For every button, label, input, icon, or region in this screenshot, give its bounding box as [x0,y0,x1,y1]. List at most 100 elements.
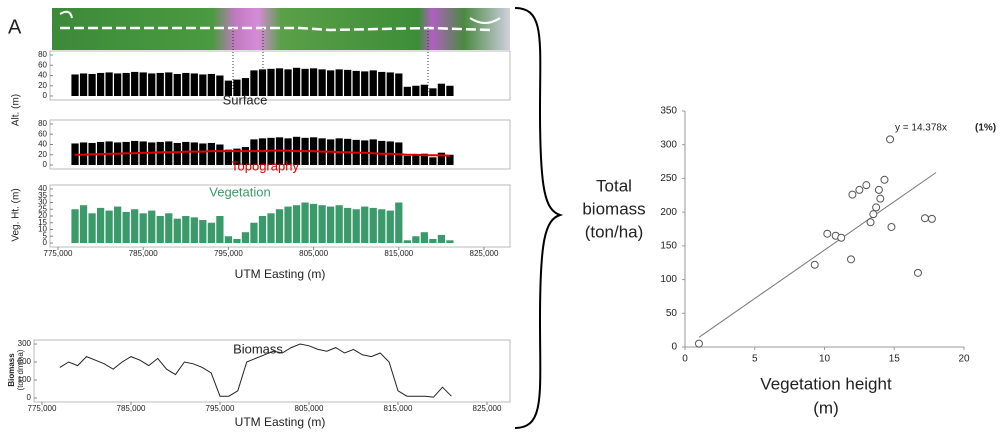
bar [344,208,351,243]
x-tick-label: 805,000 [295,404,324,413]
bar [114,207,121,243]
bar [370,70,377,96]
bar [182,142,189,165]
bar [88,213,95,243]
bar [438,84,445,96]
bar [199,143,206,165]
y-tick-label: 100 [660,274,677,285]
y-axis-label: Biomass [7,353,16,387]
x-tick-label: 825,000 [470,249,499,258]
bar [148,211,155,243]
bar [105,72,112,96]
x-tick-label: 795,000 [214,249,243,258]
x-tick-label: 10 [819,354,831,365]
bar [105,211,112,243]
bar [301,203,308,244]
bar [80,73,87,96]
bar [412,155,419,165]
bar [191,73,198,96]
y-tick-label: 80 [38,119,47,128]
bar [199,220,206,243]
bar [404,156,411,165]
bar [310,204,317,243]
bar [157,142,164,165]
bar [404,240,411,243]
bar [71,74,78,96]
y-tick-label: 80 [38,50,47,59]
scatter-point [914,269,921,276]
y-tick-label: 250 [660,173,677,184]
y-tick-label: 150 [660,240,677,251]
x-tick-label: 5 [752,354,758,365]
y-tick-label: 200 [660,207,677,218]
panel-label: A [8,16,22,38]
bar [174,219,181,243]
bar [165,141,172,165]
bar [148,73,155,96]
scatter-point [849,191,856,198]
y-tick-label: 300 [660,139,677,150]
bar [208,143,215,165]
bar [242,232,249,243]
x-axis-label: Vegetation height [760,374,892,393]
trend-note: (1%) [975,123,996,134]
bar [361,71,368,96]
bar [114,73,121,96]
bar [429,157,436,165]
bar [131,209,138,243]
bar [378,209,385,243]
bar [404,87,411,96]
bar [353,71,360,96]
panel-title: Vegetation [209,184,270,199]
bar [165,213,172,243]
bar [336,205,343,243]
x-axis-label: UTM Easting (m) [235,415,326,429]
bar [208,223,215,243]
panel-title: Biomass [233,341,283,356]
y-tick-label: 20 [38,81,47,90]
bar [250,223,257,243]
scatter-point [888,223,895,230]
bar [140,213,147,243]
bar [395,203,402,244]
bar [267,213,274,243]
bar [421,85,428,96]
brace [515,8,560,428]
bar [80,205,87,243]
y-tick-label: 50 [666,308,678,319]
x-tick-label: 775,000 [44,249,73,258]
x-tick-label: 785,000 [117,404,146,413]
bar [131,72,138,96]
scatter-point [875,186,882,193]
bar [199,74,206,96]
bar [276,209,283,243]
bar [97,208,104,243]
scatter-point [928,215,935,222]
bar [123,73,130,96]
y-tick-label: 60 [38,129,47,138]
bar [446,86,453,96]
bar [174,74,181,96]
bar [301,69,308,96]
scatter-point [824,230,831,237]
bar [216,216,223,243]
bar [208,74,215,96]
x-tick-label: 785,000 [129,249,158,258]
bar [267,69,274,96]
bar [327,207,334,243]
scatter-point [695,340,702,347]
bar [284,207,291,243]
y-tick-label: 300 [18,339,32,348]
scatter-point [811,261,818,268]
x-tick-label: 805,000 [299,249,328,258]
scatter-point [867,219,874,226]
trend-equation: y = 14.378x [895,123,947,134]
x-tick-label: 15 [889,354,901,365]
scatter-point [877,195,884,202]
side-label-line: (ton/ha) [585,222,644,241]
bar [97,73,104,96]
side-label: Total biomass (ton/ha) [582,176,645,241]
y-tick-label: 350 [660,106,677,117]
bar [395,73,402,96]
bar [174,143,181,165]
